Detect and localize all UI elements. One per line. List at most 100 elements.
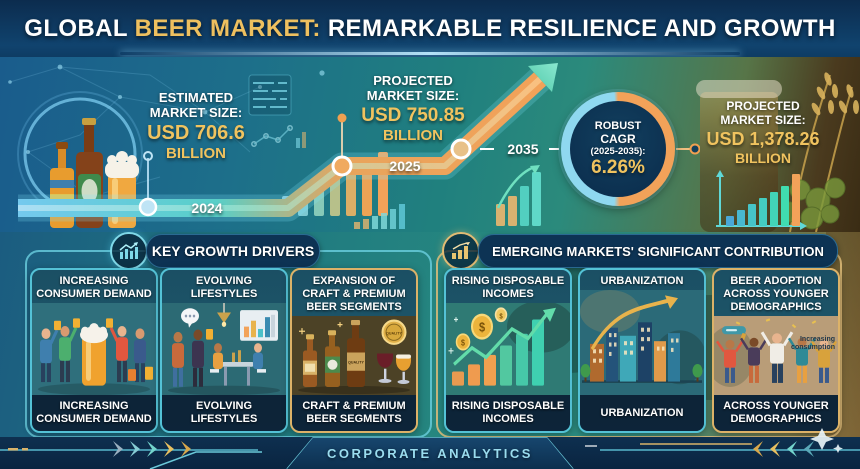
- card-art: $ $ $: [446, 302, 570, 395]
- coin-icon: $: [494, 307, 508, 323]
- tulip-glass-icon: [377, 353, 393, 383]
- card-bottom-label: URBANIZATION: [580, 395, 704, 431]
- growth-arrow-icon: [528, 63, 558, 92]
- card-top-label: INCREASING CONSUMER DEMAND: [36, 275, 152, 300]
- card-art: [32, 302, 156, 395]
- data-table-decoration: [248, 74, 292, 116]
- page-title: GLOBAL BEER MARKET: REMARKABLE RESILIENC…: [24, 15, 835, 43]
- coin-icon: $: [455, 333, 471, 351]
- timeline-node-2025: [331, 155, 353, 177]
- amber-glass-icon: [396, 354, 411, 384]
- card-art: [580, 289, 704, 395]
- stat-label: PROJECTED: [726, 99, 800, 113]
- right-axis-chart: [716, 170, 807, 230]
- stat-label: MARKET SIZE:: [149, 105, 243, 120]
- card-art: Increasing consumption: [714, 315, 838, 395]
- sparkline-decoration: [251, 125, 306, 148]
- card-bottom-label: ACROSS YOUNGER DEMOGRAPHICS: [714, 395, 838, 431]
- bar-chart-icon: [452, 242, 470, 259]
- card-craft-premium: EXPANSION OF CRAFT & PREMIUM BEER SEGMEN…: [290, 268, 418, 433]
- stat-value: USD 1,378.26: [706, 129, 820, 149]
- stat-label: MARKET SIZE:: [366, 88, 460, 103]
- mid-bars-chart: [496, 165, 541, 226]
- cagr-circle: ROBUST CAGR (2025-2035): 6.26%: [561, 92, 675, 206]
- incomes-illustration: $ $ $: [446, 302, 570, 395]
- timeline-year-2025: 2025: [389, 158, 421, 174]
- card-top-label: URBANIZATION: [600, 275, 684, 287]
- craft-beer-illustration: QUALITY QUALITY: [292, 315, 416, 395]
- footer-plate: CORPORATE ANALYTICS: [287, 438, 573, 469]
- stat-unit: BILLION: [166, 145, 226, 162]
- lifestyles-illustration: [162, 302, 286, 395]
- growth-drivers-header: KEY GROWTH DRIVERS: [146, 234, 320, 268]
- consumption-annotation: Increasing consumption: [791, 335, 835, 351]
- stat-unit: BILLION: [735, 150, 791, 166]
- emerging-markets-icon-circle: [442, 232, 480, 270]
- stat-projected-2035: PROJECTED MARKET SIZE: USD 1,378.26 BILL…: [682, 99, 844, 166]
- card-evolving-lifestyles: EVOLVING LIFESTYLES: [160, 268, 288, 433]
- buildings-icon: [590, 322, 680, 382]
- card-urbanization: URBANIZATION: [578, 268, 706, 433]
- timeline-node-2035: [450, 138, 472, 160]
- consumer-demand-illustration: [32, 302, 156, 395]
- footer-brand: CORPORATE ANALYTICS: [327, 446, 533, 461]
- urbanization-illustration: [580, 289, 704, 395]
- timeline-band: [18, 63, 700, 222]
- title-prefix: GLOBAL: [24, 14, 135, 42]
- emerging-markets-header: EMERGING MARKETS' SIGNIFICANT CONTRIBUTI…: [478, 234, 838, 268]
- card-younger-demographics: BEER ADOPTION ACROSS YOUNGER DEMOGRAPHIC…: [712, 268, 840, 433]
- card-bottom-label: CRAFT & PREMIUM BEER SEGMENTS: [292, 395, 416, 431]
- card-rising-incomes: RISING DISPOSABLE INCOMES $: [444, 268, 572, 433]
- stat-label: MARKET SIZE:: [720, 113, 806, 127]
- bottle-label-text: QUALITY: [348, 361, 364, 365]
- card-art: QUALITY QUALITY: [292, 315, 416, 395]
- card-bottom-label: RISING DISPOSABLE INCOMES: [446, 395, 570, 431]
- chevrons-right-icon: [753, 441, 814, 457]
- svg-text:$: $: [479, 319, 485, 334]
- card-art: [162, 302, 286, 395]
- quality-badge-text: QUALITY: [386, 331, 402, 335]
- beer-foam-silhouette: [696, 80, 782, 98]
- card-top-label: EXPANSION OF CRAFT & PREMIUM BEER SEGMEN…: [302, 275, 406, 313]
- stat-label: ESTIMATED: [158, 90, 234, 105]
- wall-chart-icon: [240, 310, 278, 341]
- timeline-node-2024: [138, 197, 158, 217]
- tree-icon: [580, 364, 591, 382]
- timeline-year-2024: 2024: [191, 200, 223, 216]
- demographics-illustration: [714, 315, 838, 395]
- timeline-year-2035: 2035: [507, 141, 539, 157]
- urban-arrow-icon: [665, 295, 678, 309]
- cagr-value: 6.26%: [591, 156, 645, 178]
- card-bottom-label: EVOLVING LIFESTYLES: [162, 395, 286, 431]
- title-glow-line: [120, 52, 740, 55]
- stat-estimated-2024: ESTIMATED MARKET SIZE: USD 706.6 BILLION: [116, 90, 276, 162]
- cagr-label: (2025-2035):: [590, 145, 646, 157]
- card-top-label: RISING DISPOSABLE INCOMES: [451, 275, 565, 300]
- sparkle-icon: [810, 428, 843, 453]
- line-chart-icon: [119, 242, 138, 259]
- stat-unit: BILLION: [383, 127, 443, 144]
- growth-drivers-icon-circle: [110, 232, 148, 270]
- big-beer-glass-icon: [80, 323, 108, 386]
- title-suffix: REMARKABLE RESILIENCE AND GROWTH: [320, 14, 836, 42]
- stat-label: PROJECTED: [373, 73, 453, 88]
- small-bars-chart: [354, 204, 405, 229]
- stat-value: USD 750.85: [361, 105, 465, 126]
- coin-icon: $: [471, 313, 493, 340]
- card-bottom-label: INCREASING CONSUMER DEMAND: [32, 395, 156, 431]
- rising-arrow-icon: [543, 307, 556, 322]
- chevrons-left-icon: [113, 441, 191, 457]
- card-top-label: BEER ADOPTION ACROSS YOUNGER DEMOGRAPHIC…: [723, 275, 829, 313]
- title-highlight: BEER MARKET:: [134, 14, 321, 42]
- svg-text:$: $: [499, 313, 503, 321]
- svg-text:$: $: [461, 338, 466, 348]
- cagr-label: ROBUST: [594, 119, 642, 132]
- tree-icon: [692, 364, 703, 382]
- cagr-circle-inner: ROBUST CAGR (2025-2035): 6.26%: [570, 101, 666, 197]
- card-consumer-demand: INCREASING CONSUMER DEMAND: [30, 268, 158, 433]
- header-bar: GLOBAL BEER MARKET: REMARKABLE RESILIENC…: [0, 0, 860, 57]
- card-top-label: EVOLVING LIFESTYLES: [190, 275, 258, 300]
- stat-value: USD 706.6: [147, 122, 245, 144]
- cagr-label: CAGR: [600, 131, 636, 146]
